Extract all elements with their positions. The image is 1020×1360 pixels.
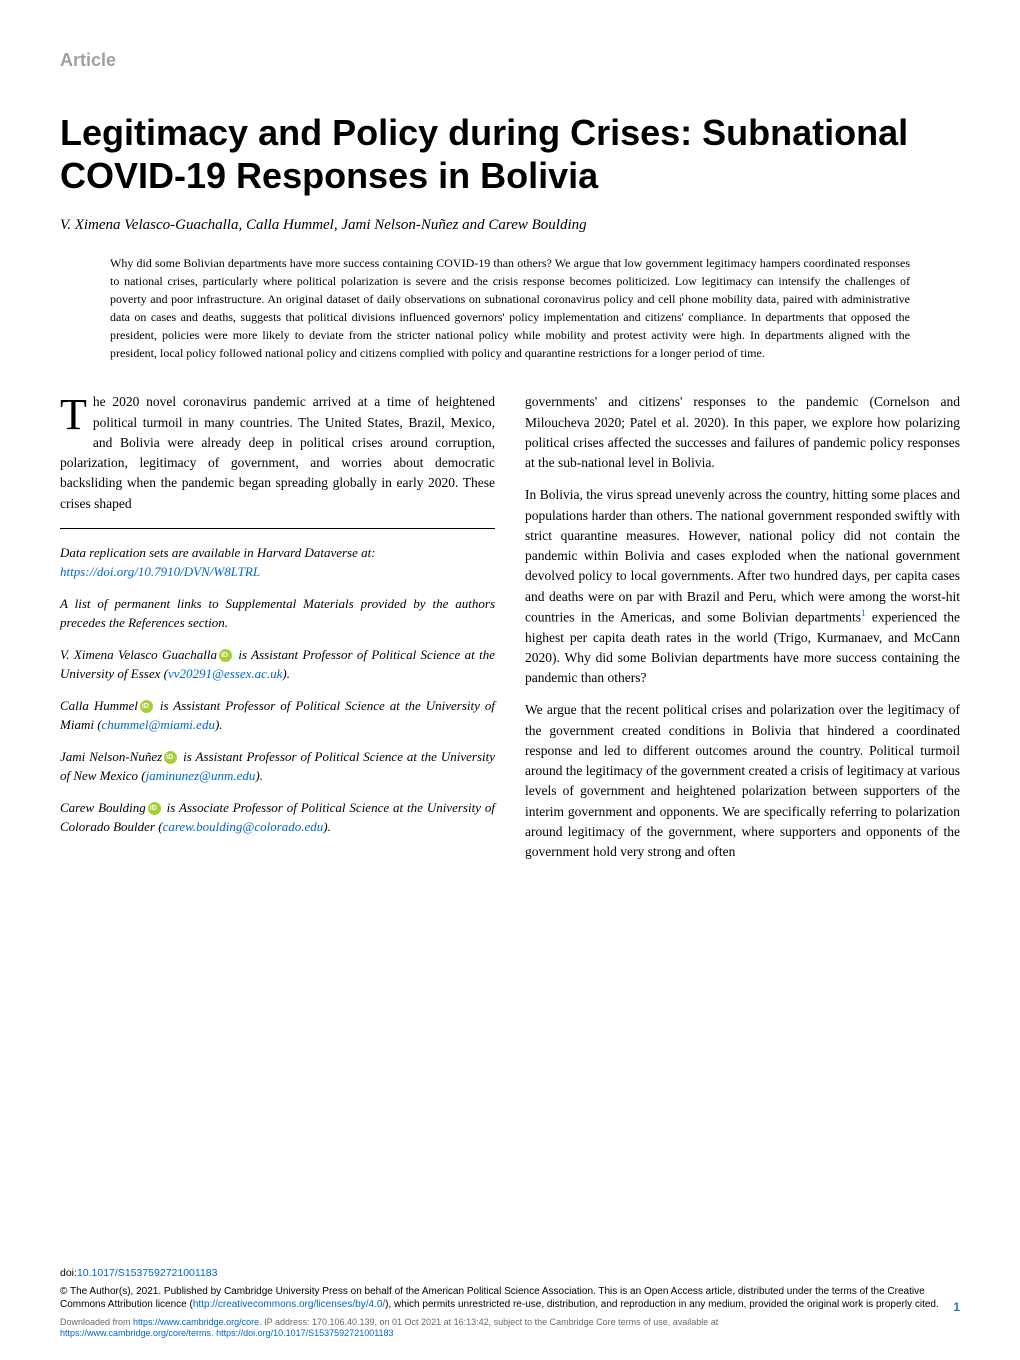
author-bio-4: Carew Boulding is Associate Professor of…	[60, 798, 495, 837]
dataverse-link[interactable]: https://doi.org/10.7910/DVN/W8LTRL	[60, 564, 260, 579]
orcid-icon[interactable]	[164, 751, 177, 764]
section-divider	[60, 528, 495, 529]
right-para-2: In Bolivia, the virus spread unevenly ac…	[525, 485, 960, 688]
bio4-end: ).	[323, 819, 331, 834]
bio4-email[interactable]: carew.boulding@colorado.edu	[163, 819, 324, 834]
doi-prefix: doi:	[60, 1267, 77, 1279]
author-bio-3: Jami Nelson-Nuñez is Assistant Professor…	[60, 747, 495, 786]
author-bio-2: Calla Hummel is Assistant Professor of P…	[60, 696, 495, 735]
left-column: The 2020 novel coronavirus pandemic arri…	[60, 392, 495, 874]
bio1-name: V. Ximena Velasco Guachalla	[60, 647, 217, 662]
dl-prefix: Downloaded from	[60, 1317, 133, 1327]
bio2-email[interactable]: chummel@miami.edu	[102, 717, 215, 732]
two-column-body: The 2020 novel coronavirus pandemic arri…	[60, 392, 960, 874]
doi-line: doi:10.1017/S1537592721001183	[60, 1267, 960, 1281]
data-note-prefix: Data replication sets are available in H…	[60, 545, 376, 560]
data-replication-note: Data replication sets are available in H…	[60, 543, 495, 582]
page-footer: doi:10.1017/S1537592721001183 © The Auth…	[60, 1267, 960, 1340]
bio1-email[interactable]: vv20291@essex.ac.uk	[168, 666, 282, 681]
orcid-icon[interactable]	[148, 802, 161, 815]
doi-link[interactable]: 10.1017/S1537592721001183	[77, 1267, 218, 1279]
dl-link2[interactable]: https://www.cambridge.org/core/terms	[60, 1328, 211, 1338]
supplemental-note: A list of permanent links to Supplementa…	[60, 594, 495, 633]
download-note: Downloaded from https://www.cambridge.or…	[60, 1317, 960, 1340]
dropcap: T	[60, 392, 93, 433]
orcid-icon[interactable]	[140, 700, 153, 713]
bio2-end: ).	[215, 717, 223, 732]
orcid-icon[interactable]	[219, 649, 232, 662]
author-bio-1: V. Ximena Velasco Guachalla is Assistant…	[60, 645, 495, 684]
bio1-end: ).	[282, 666, 290, 681]
abstract: Why did some Bolivian departments have m…	[110, 254, 910, 362]
bio4-name: Carew Boulding	[60, 800, 146, 815]
bio3-end: ).	[255, 768, 263, 783]
page-number: 1	[953, 1300, 960, 1316]
right-para-3: We argue that the recent political crise…	[525, 700, 960, 862]
intro-paragraph: The 2020 novel coronavirus pandemic arri…	[60, 392, 495, 514]
bio3-email[interactable]: jaminunez@unm.edu	[146, 768, 256, 783]
cc-link[interactable]: http://creativecommons.org/licenses/by/4…	[193, 1299, 385, 1310]
page-title: Legitimacy and Policy during Crises: Sub…	[60, 111, 960, 197]
article-label: Article	[60, 50, 960, 71]
right-column: governments' and citizens' responses to …	[525, 392, 960, 874]
dl-mid: . IP address: 170.106.40.139, on 01 Oct …	[259, 1317, 718, 1327]
authors-line: V. Ximena Velasco-Guachalla, Calla Humme…	[60, 217, 960, 234]
bio3-name: Jami Nelson-Nuñez	[60, 749, 162, 764]
para2a: In Bolivia, the virus spread unevenly ac…	[525, 487, 960, 624]
right-para-1: governments' and citizens' responses to …	[525, 392, 960, 473]
bio2-name: Calla Hummel	[60, 698, 138, 713]
copyright-line: © The Author(s), 2021. Published by Camb…	[60, 1285, 960, 1311]
copyright-suffix: ), which permits unrestricted re-use, di…	[385, 1299, 939, 1310]
dl-link3[interactable]: https://doi.org/10.1017/S153759272100118…	[216, 1328, 394, 1338]
intro-text: he 2020 novel coronavirus pandemic arriv…	[60, 394, 495, 510]
dl-link1[interactable]: https://www.cambridge.org/core	[133, 1317, 259, 1327]
